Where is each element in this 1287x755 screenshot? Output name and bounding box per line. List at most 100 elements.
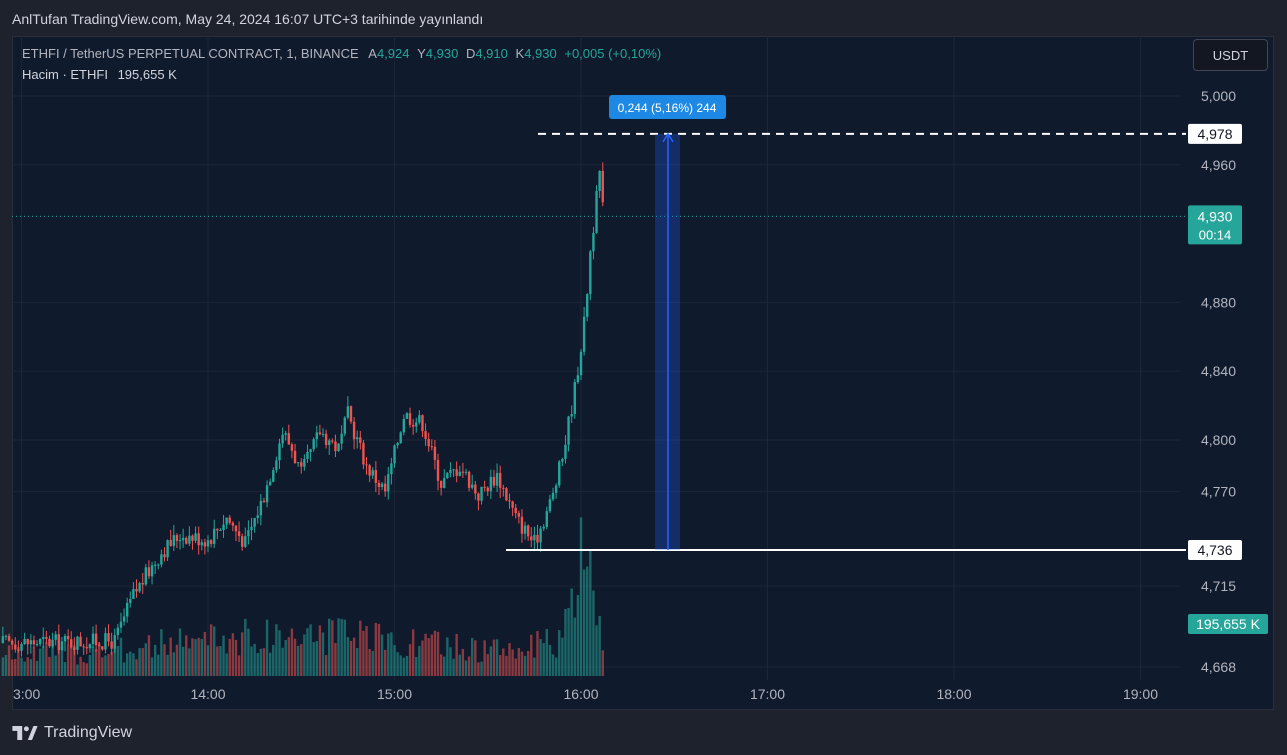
candle [402,418,406,433]
volume-bar [247,628,250,676]
volume-bar [309,624,312,676]
candle [408,413,412,425]
candle [595,190,598,233]
volume-bar [63,662,67,676]
price-line-tag [1188,540,1242,561]
volume-bar [486,654,489,676]
candle [250,526,253,531]
volume-bar [455,633,458,676]
volume-bar [197,637,200,676]
candle [306,452,309,459]
candle [237,531,241,537]
candle [567,416,570,445]
volume-tag [1188,614,1268,634]
candle [101,646,104,650]
candle [116,627,120,636]
volume-bar [268,652,272,676]
x-tick-label: 16:00 [563,686,598,702]
volume-bar [200,639,203,676]
candle [328,440,331,445]
candle [471,484,474,488]
volume-bar [91,646,95,676]
candle [157,564,160,566]
volume-bar [157,654,160,676]
volume-bar [383,649,387,676]
candle [545,511,549,527]
volume-bar [558,630,561,676]
candle [570,414,573,417]
top-bar: AnlTufan TradingView.com, May 24, 2024 1… [0,0,1287,36]
chart-pane[interactable] [12,36,1274,710]
candle [63,636,67,642]
currency-button[interactable]: USDT [1193,39,1268,71]
candle [144,567,148,585]
candle [259,500,263,516]
change-value: +0,005 (+0,10%) [564,46,662,61]
candle [10,640,14,645]
volume-bar [287,637,291,676]
volume-bar [48,656,51,676]
volume-bar [150,657,154,676]
candle [505,488,508,501]
candle [104,633,107,650]
candle [331,440,334,442]
volume-bar [278,630,281,676]
last-price-tag [1188,205,1242,245]
candle [558,461,561,486]
volume-bar [458,654,461,676]
volume-bar [7,645,11,676]
candle [536,534,539,543]
volume-bar [514,658,517,676]
tradingview-brand[interactable]: TradingView [12,724,132,742]
volume-bar [60,646,64,676]
volume-bar [228,638,231,676]
candle [172,535,176,546]
volume-bar [561,637,564,676]
candle [265,485,269,503]
volume-bar [194,639,197,676]
candle [598,170,601,191]
volume-bar [144,643,148,676]
candle [365,464,368,466]
candle [346,406,350,418]
volume-bar [275,624,278,676]
candle [57,634,60,650]
volume-bar [293,638,297,676]
volume-bar [586,566,589,676]
last-price-label: 4,930 [1197,208,1232,224]
volume-bar [231,633,235,676]
volume-bar [256,653,259,676]
candle [219,530,222,532]
volume-bar [66,644,70,676]
candle [582,316,586,352]
volume-bar [356,647,359,676]
volume-bar [98,642,101,676]
candle [200,542,203,546]
candle [589,251,592,295]
volume-bar [517,647,521,676]
candle [132,589,135,600]
candle [82,646,85,648]
volume-bar [390,632,393,676]
candle [396,442,399,446]
volume-bar [526,650,530,676]
candle [160,554,163,565]
open-label: A [368,46,377,61]
volume-bar [222,635,225,676]
symbol-title[interactable]: ETHFI / TetherUS PERPETUAL CONTRACT, 1, … [22,46,359,61]
volume-bar [601,650,604,676]
volume-bar [337,618,340,676]
volume-bar [393,645,396,676]
volume-bar [70,640,73,676]
candle [119,621,123,628]
volume-bar [430,634,433,676]
tradingview-logo-icon [12,726,38,740]
volume-bar [492,639,496,676]
candle [163,554,166,558]
measure-arrow-head [662,132,674,143]
volume-bar [101,657,104,676]
volume-bar [57,645,60,676]
candlestick-chart[interactable]: 5,000 4,960 4,880 4,840 4,800 4,770 4,715 4,668… [0,0,1287,712]
candle [107,633,110,642]
volume-label[interactable]: Hacim · ETHFI [22,67,108,82]
